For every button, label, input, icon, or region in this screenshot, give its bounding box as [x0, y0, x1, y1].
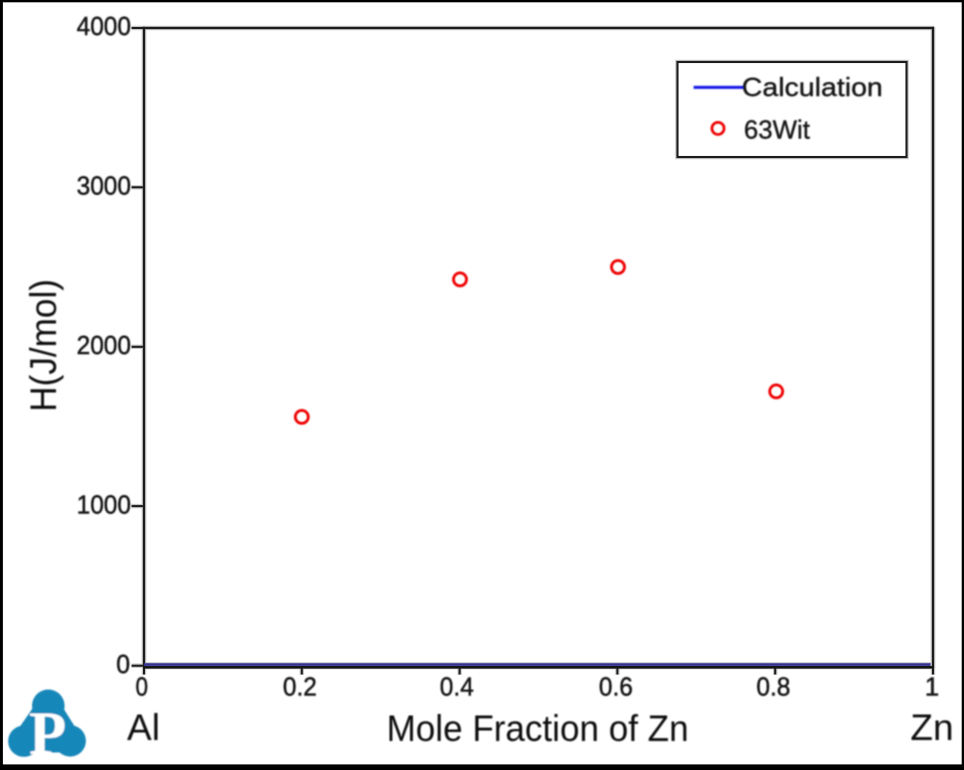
svg-text:4000: 4000 [77, 11, 131, 41]
svg-text:H(J/mol): H(J/mol) [23, 279, 64, 412]
svg-text:63Wit: 63Wit [744, 114, 811, 144]
svg-text:1000: 1000 [77, 489, 131, 519]
svg-text:Calculation: Calculation [742, 72, 883, 102]
svg-text:Mole Fraction of Zn: Mole Fraction of Zn [387, 708, 689, 749]
svg-text:0.8: 0.8 [756, 671, 790, 701]
svg-text:0: 0 [136, 671, 149, 701]
svg-text:P: P [29, 701, 66, 768]
svg-text:0.2: 0.2 [283, 671, 317, 701]
svg-text:0.4: 0.4 [440, 671, 474, 701]
svg-text:Al: Al [127, 707, 160, 748]
svg-text:1: 1 [925, 671, 939, 701]
svg-text:3000: 3000 [77, 170, 131, 200]
svg-text:0.6: 0.6 [599, 671, 633, 701]
svg-text:Zn: Zn [910, 707, 953, 748]
svg-text:0: 0 [116, 649, 130, 679]
svg-text:2000: 2000 [77, 330, 131, 360]
